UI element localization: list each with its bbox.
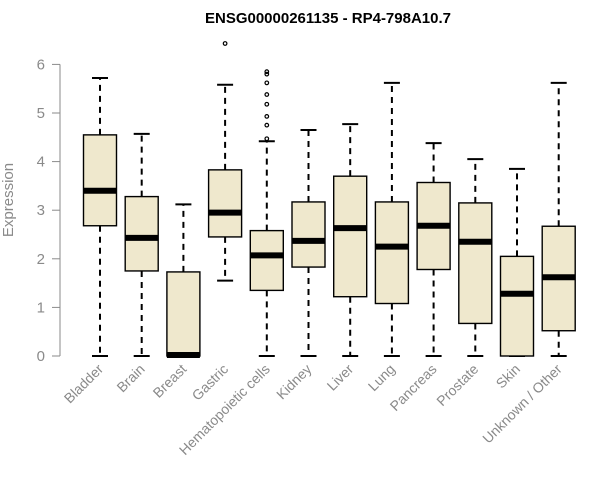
box <box>82 134 118 227</box>
box-group <box>499 167 535 357</box>
outlier-point <box>264 114 270 119</box>
x-tick-label: Breast <box>150 361 190 401</box>
box <box>499 255 535 357</box>
x-tick-label: Liver <box>324 361 357 394</box>
chart-title: ENSG00000261135 - RP4-798A10.7 <box>205 10 451 27</box>
outlier-point <box>264 122 270 128</box>
outlier-point <box>264 101 270 107</box>
y-axis: 0 1 2 3 4 5 6 <box>37 56 61 365</box>
x-tick-label: Prostate <box>433 361 481 409</box>
x-tick-label: Bladder <box>61 361 107 407</box>
box-group <box>207 41 243 282</box>
y-axis-label: Expression <box>0 163 17 237</box>
box-group <box>124 132 159 357</box>
box-group <box>333 123 368 357</box>
box <box>249 229 285 292</box>
outlier-point <box>264 92 270 97</box>
y-tick-label: 5 <box>37 105 45 122</box>
box-group <box>82 77 118 357</box>
outlier-point <box>264 136 270 142</box>
box-group <box>416 142 451 357</box>
box <box>124 195 159 272</box>
box-group <box>541 81 576 357</box>
x-tick-label: Skin <box>493 361 524 392</box>
y-tick-label: 0 <box>37 348 45 365</box>
box <box>333 175 368 298</box>
box <box>207 169 243 238</box>
box <box>374 201 410 305</box>
box-group <box>249 69 285 357</box>
outlier-point <box>222 41 228 46</box>
y-tick-label: 4 <box>37 154 45 171</box>
x-tick-label: Kidney <box>273 361 315 403</box>
box-group <box>166 203 201 359</box>
x-tick-label: Unknown / Other <box>479 361 565 447</box>
box <box>291 201 326 268</box>
outlier-point <box>264 71 270 77</box>
y-tick-label: 2 <box>37 251 45 268</box>
box <box>166 271 201 357</box>
y-tick-label: 6 <box>37 56 45 73</box>
y-tick-label: 3 <box>37 202 45 219</box>
y-tick-label: 1 <box>37 299 45 316</box>
box-group <box>458 158 493 357</box>
box-group <box>291 129 326 357</box>
boxes <box>82 41 576 359</box>
outlier-point <box>264 69 270 75</box>
box <box>458 202 493 325</box>
x-tick-label: Lung <box>365 361 398 394</box>
outlier-point <box>264 80 270 86</box>
x-tick-label: Brain <box>113 361 147 395</box>
box-group <box>374 81 410 357</box>
